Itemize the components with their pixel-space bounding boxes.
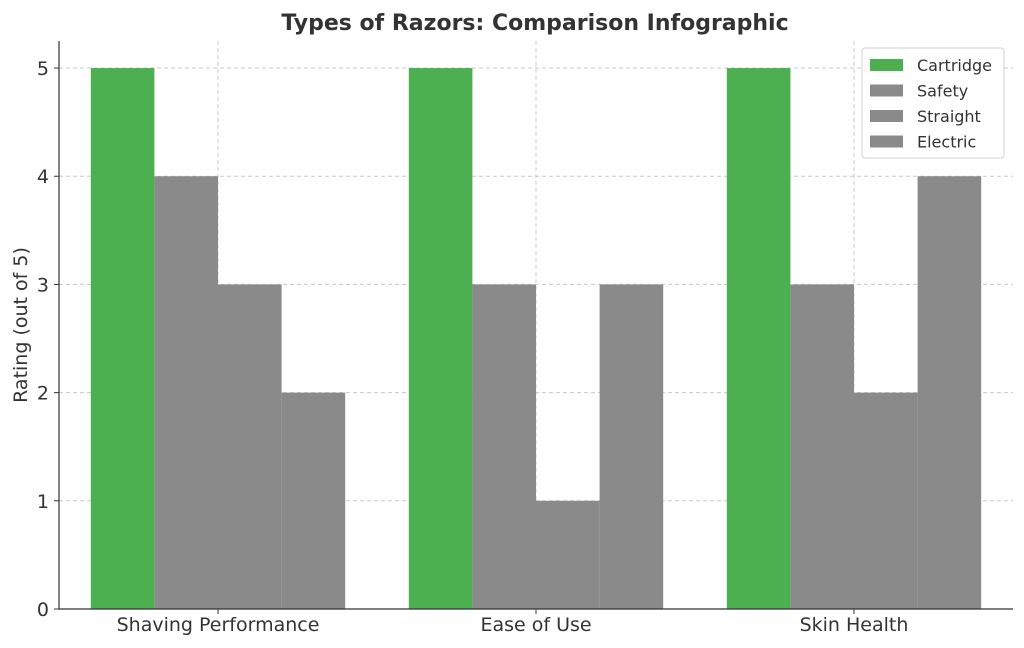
legend-swatch-electric (870, 135, 903, 148)
legend: Cartridge Safety Straight Electric (861, 47, 1005, 159)
y-tick-label: 5 (37, 58, 49, 80)
bars-layer (90, 68, 982, 610)
y-tick-label: 1 (37, 491, 49, 513)
bar-electric (917, 176, 982, 609)
bar-cartridge (726, 68, 791, 610)
y-tick-label: 4 (37, 166, 49, 188)
ticks-layer: 0 1 2 3 4 5 Shaving Performance Ease of Use Skin… (37, 58, 909, 636)
bar-straight (854, 392, 918, 609)
bar-electric (281, 392, 346, 609)
bar-cartridge (408, 68, 473, 610)
legend-label-straight: Straight (917, 107, 981, 126)
legend-swatch-straight (870, 110, 903, 122)
y-tick-label: 3 (37, 274, 49, 296)
legend-label-electric: Electric (917, 133, 976, 152)
bar-straight (536, 500, 600, 609)
legend-swatch-cartridge (870, 59, 903, 71)
bar-safety (472, 284, 536, 609)
y-axis-label: Rating (out of 5) (10, 247, 32, 403)
bar-safety (790, 284, 854, 609)
legend-label-safety: Safety (917, 82, 968, 101)
chart-title: Types of Razors: Comparison Infographic (281, 11, 788, 36)
bar-safety (154, 176, 218, 609)
legend-label-cartridge: Cartridge (917, 56, 992, 75)
bar-electric (599, 284, 664, 609)
x-tick-label: Skin Health (800, 614, 909, 636)
y-tick-label: 0 (37, 599, 49, 621)
bar-straight (218, 284, 282, 609)
y-tick-label: 2 (37, 383, 49, 405)
legend-swatch-safety (870, 84, 903, 97)
x-tick-label: Shaving Performance (117, 614, 320, 636)
legend-box (861, 47, 1005, 159)
bar-cartridge (90, 68, 155, 610)
x-tick-label: Ease of Use (480, 614, 591, 636)
